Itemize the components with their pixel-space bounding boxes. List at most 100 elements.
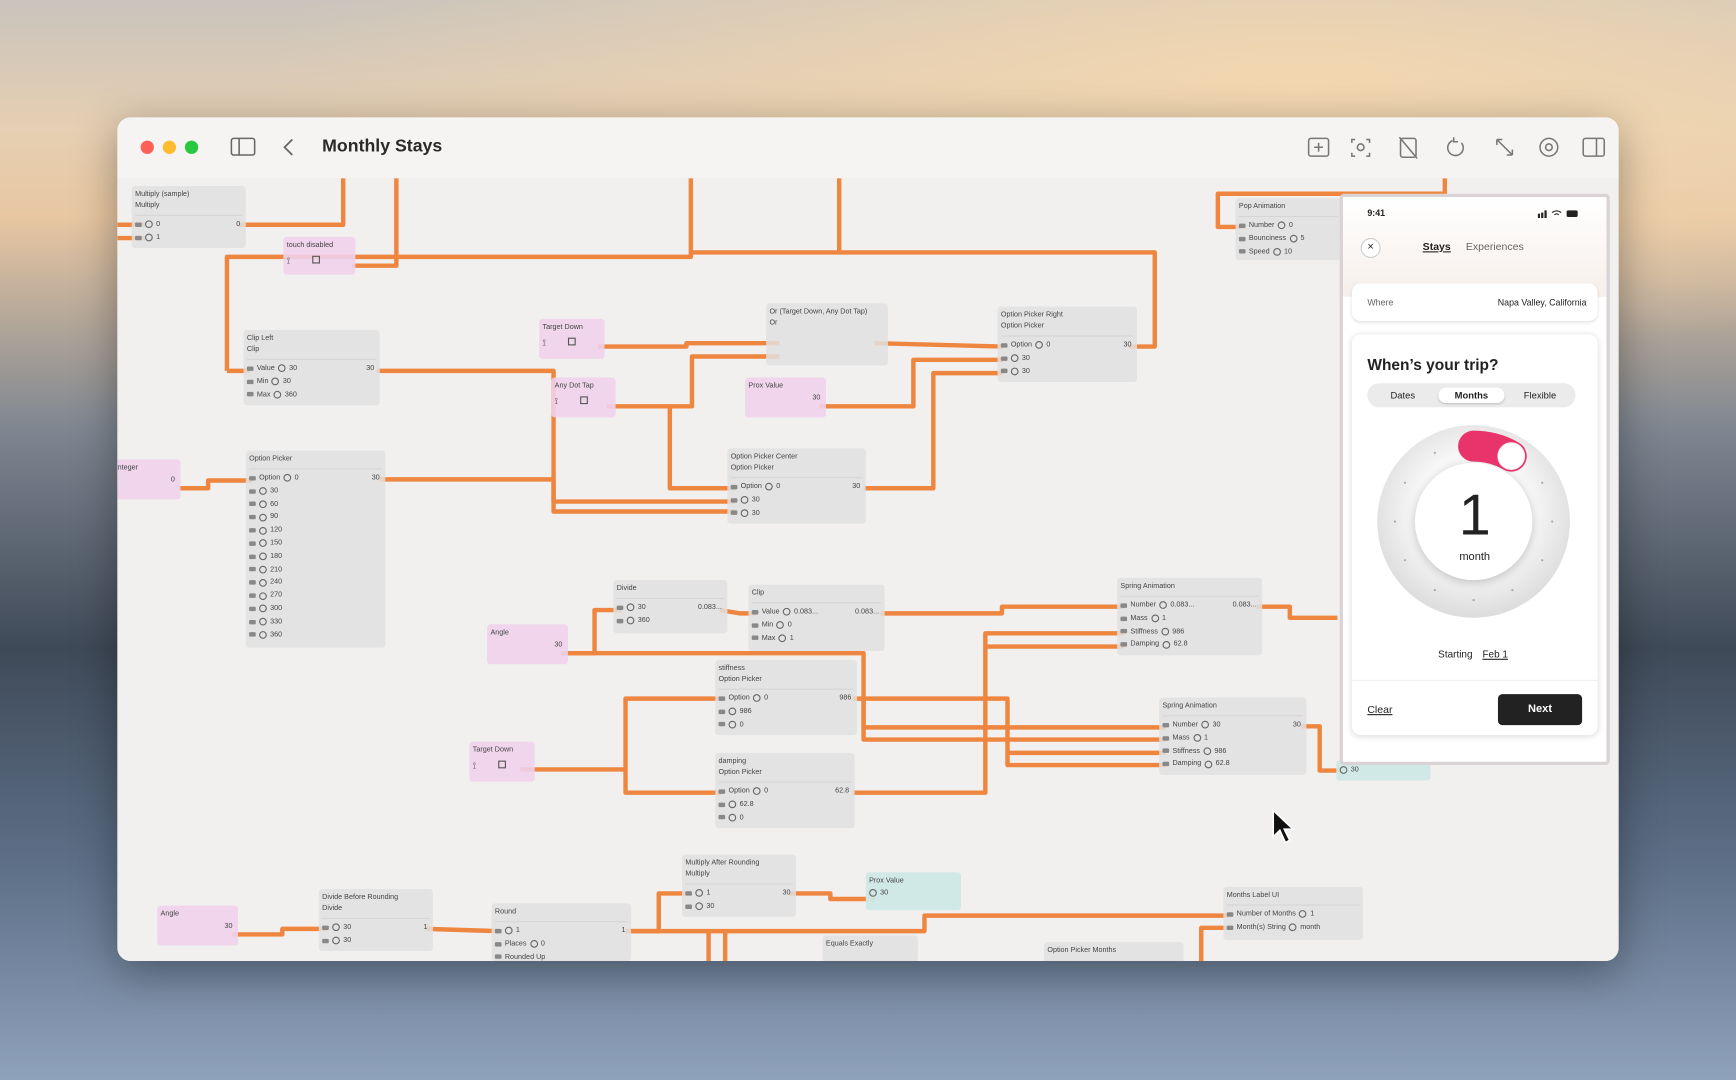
- port-icon: [494, 941, 502, 947]
- patch-node[interactable]: Equals Exactly: [822, 935, 918, 961]
- info-icon: [695, 889, 704, 898]
- wire: [561, 650, 1166, 730]
- wire: [789, 891, 875, 902]
- patch-node[interactable]: Divide Before Rounding Divide 30 1 30: [318, 889, 433, 952]
- port-icon: [135, 222, 142, 227]
- wire: [379, 477, 736, 504]
- patch-node[interactable]: Option Picker Center Option Picker Option 0…: [727, 448, 866, 524]
- zoom-button[interactable]: [184, 140, 199, 154]
- tab[interactable]: Stays: [1422, 241, 1451, 254]
- info-icon: [740, 496, 749, 504]
- patch-node[interactable]: Option Picker Months: [1044, 942, 1184, 961]
- info-icon: [1289, 234, 1298, 243]
- port-input: 1: [1310, 910, 1315, 918]
- starting-label: Starting: [1438, 648, 1473, 660]
- minimize-button[interactable]: [162, 140, 177, 154]
- where-field[interactable]: Where Napa Valley, California: [1351, 283, 1598, 322]
- next-button[interactable]: Next: [1497, 694, 1583, 726]
- patch-node[interactable]: touch disabled ⟟: [283, 236, 356, 275]
- patch-node[interactable]: Target Down ⟟: [469, 741, 535, 782]
- port-label: Speed: [1248, 247, 1270, 256]
- patch-canvas[interactable]: Multiply (sample) Multiply 0 0 1 touch disabl…: [117, 178, 1619, 961]
- patch-node[interactable]: Spring Animation Number 30 30 Mass 1 Stiffness…: [1159, 697, 1307, 775]
- patch-node[interactable]: Clip Value 0.083... 0.083... Min 0 Max 1: [748, 584, 885, 651]
- port-icon: [1000, 343, 1008, 348]
- patch-node[interactable]: Angle 30: [487, 624, 568, 665]
- clear-button[interactable]: Clear: [1367, 704, 1393, 717]
- port-input: 62.8: [739, 800, 754, 808]
- refresh-button[interactable]: [1446, 137, 1464, 157]
- device-button[interactable]: [1398, 136, 1418, 159]
- port-output: 0.083...: [855, 607, 880, 616]
- inspector-toggle[interactable]: [1582, 137, 1606, 157]
- node-rows: Value 0.083... 0.083... Min 0 Max 1: [751, 602, 882, 645]
- port-input: 0: [1046, 340, 1051, 349]
- patch-node[interactable]: Multiply (sample) Multiply 0 0 1: [131, 185, 246, 248]
- wire: [352, 178, 399, 268]
- patch-node[interactable]: Angle 30: [157, 905, 239, 946]
- wire: [863, 370, 1004, 491]
- prototype-preview[interactable]: 9:41 × Stays Experiences Where Napa Vall…: [1339, 193, 1610, 766]
- port-label: Number: [1248, 221, 1275, 230]
- wire: [224, 178, 694, 371]
- port-input: 30: [282, 377, 291, 386]
- patch-node[interactable]: Option Picker Right Option Picker Option 0 3…: [997, 306, 1138, 382]
- status-time: 9:41: [1367, 208, 1386, 219]
- wire: [597, 340, 780, 349]
- sidebar-toggle[interactable]: [230, 137, 257, 157]
- port-input: 30: [637, 603, 646, 612]
- month-dial[interactable]: [1352, 418, 1598, 628]
- patch-node[interactable]: Months Label UI Number of Months 1 Month(s)…: [1223, 886, 1363, 940]
- patch-node[interactable]: Prox Value 30: [745, 377, 826, 418]
- patch-node[interactable]: Prox Value 30: [865, 872, 961, 911]
- info-icon: [1010, 354, 1019, 363]
- patch-node[interactable]: Or (Target Down, Any Dot Tap) Or: [766, 303, 888, 366]
- mode-option[interactable]: Dates: [1390, 389, 1416, 401]
- mode-option[interactable]: Months: [1438, 387, 1505, 403]
- node-row: Value 0.083... 0.083...: [751, 606, 882, 619]
- patch-node[interactable]: Round 1 1 Places 0 Rounded Up: [491, 903, 632, 961]
- month-unit: month: [1459, 551, 1491, 564]
- port-input: 120: [270, 526, 283, 534]
- node-title: Angle: [160, 910, 179, 918]
- wire: [376, 368, 736, 514]
- node-title: Months Label UI: [1226, 891, 1280, 899]
- port-input: 0: [787, 620, 792, 629]
- mode-option[interactable]: Flexible: [1523, 389, 1557, 401]
- info-icon: [1010, 367, 1019, 376]
- patch-node[interactable]: stiffness Option Picker Option 0 986 986 0: [715, 659, 857, 736]
- capture-button[interactable]: [1351, 138, 1371, 157]
- patch-node[interactable]: e Integer 0: [117, 459, 181, 500]
- node-row: Stiffness 986: [1120, 625, 1258, 638]
- back-button[interactable]: [281, 137, 296, 157]
- patch-node[interactable]: Multiply After Rounding Multiply 1 30 30: [681, 854, 797, 917]
- add-button[interactable]: [1307, 137, 1330, 157]
- node-rows: 1 30 30: [685, 883, 793, 912]
- patch-node[interactable]: 30: [1336, 760, 1431, 781]
- port-label: Value: [761, 607, 780, 616]
- port-icon: [249, 489, 256, 494]
- info-icon: [740, 509, 749, 518]
- node-title: Prox Value: [748, 381, 784, 390]
- patch-node[interactable]: Clip Left Clip Value 30 30 Min 30 Max 360: [243, 329, 380, 406]
- patch-node[interactable]: Spring Animation Number 0.083... 0.083... Ma…: [1117, 577, 1263, 656]
- patch-node[interactable]: Any Dot Tap ⟟: [551, 377, 616, 418]
- tab[interactable]: Experiences: [1465, 241, 1524, 254]
- patch-node[interactable]: Target Down ⟟: [539, 318, 605, 359]
- port-input: 360: [284, 390, 297, 399]
- port-icon: [718, 789, 726, 794]
- port-icon: [751, 636, 759, 641]
- info-icon: [1035, 341, 1044, 350]
- patch-node[interactable]: Pop Animation Number 0 Bounciness 5 Speed 10: [1235, 198, 1341, 261]
- fullscreen-button[interactable]: [1496, 138, 1514, 156]
- patch-node[interactable]: Option Picker Option 0 30 30 60 90 120 150 180 210…: [245, 450, 386, 648]
- start-date[interactable]: Feb 1: [1482, 648, 1508, 660]
- close-preview[interactable]: ×: [1360, 238, 1381, 258]
- port-output: 0: [170, 476, 175, 484]
- node-row: 150: [249, 537, 382, 550]
- close-button[interactable]: [140, 140, 154, 154]
- settings-button[interactable]: [1539, 137, 1559, 157]
- info-icon: [782, 608, 791, 617]
- patch-node[interactable]: Divide 30 0.083... 360: [613, 580, 728, 634]
- patch-node[interactable]: damping Option Picker Option 0 62.8 62.8 0: [715, 752, 855, 829]
